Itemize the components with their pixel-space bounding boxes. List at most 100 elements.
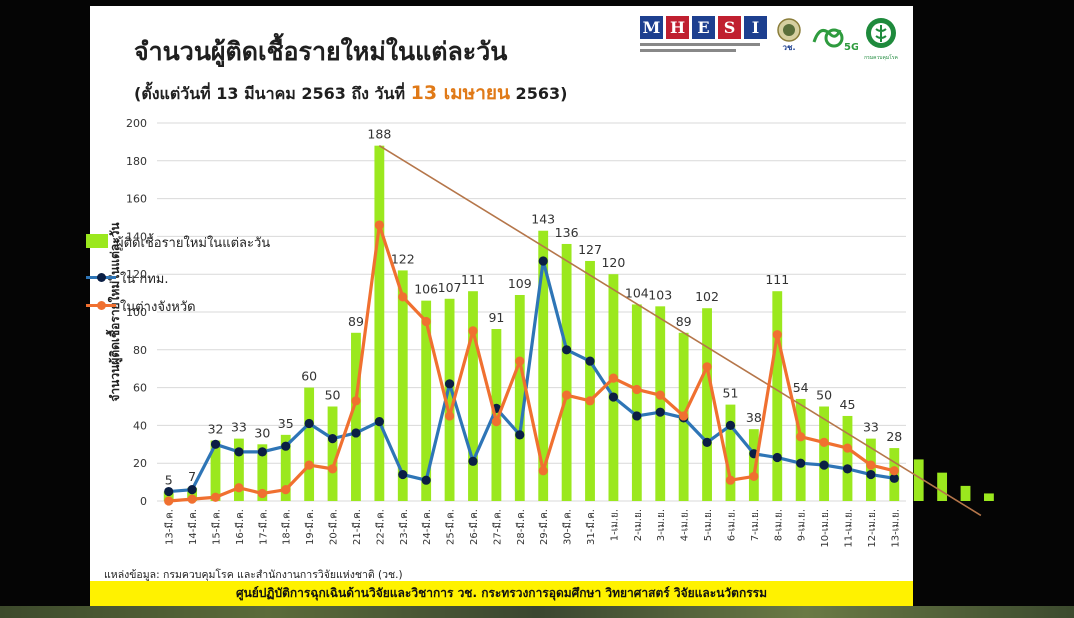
y-tick-label: 0 [140, 495, 147, 508]
moph-logo-icon: กรมควบคุมโรค [864, 18, 898, 61]
point-bangkok [889, 473, 899, 483]
point-provinces [608, 373, 619, 383]
bar [187, 487, 198, 501]
bar-value-label: 32 [208, 422, 224, 437]
nrct-seal-icon: วช. [777, 18, 801, 52]
bar [561, 243, 572, 501]
point-bangkok [796, 458, 806, 468]
mhesi-letter: E [692, 16, 715, 39]
point-bangkok [444, 379, 455, 389]
bar [491, 329, 502, 501]
bar-value-label: 104 [625, 285, 649, 300]
bar-value-label: 122 [391, 251, 415, 266]
bar [374, 145, 385, 501]
bar-value-label: 109 [508, 276, 532, 291]
point-bangkok [374, 417, 384, 427]
point-provinces [538, 466, 548, 476]
bar-value-label: 102 [695, 289, 719, 304]
bar [748, 429, 759, 501]
point-provinces [889, 466, 899, 476]
x-tick-label: 17-มี.ค. [257, 509, 269, 545]
point-bangkok [772, 452, 782, 463]
bar [772, 291, 783, 501]
mhesi-letter: S [718, 16, 741, 39]
mhesi-letter: I [744, 16, 767, 39]
x-tick-label: 8-เม.ย. [773, 509, 784, 541]
x-tick-label: 10-เม.ย. [820, 509, 831, 548]
bar-value-label: 111 [461, 272, 485, 287]
bar-value-label: 106 [414, 282, 438, 297]
bar-value-label: 7 [188, 469, 196, 484]
point-provinces [187, 494, 197, 504]
x-tick-label: 21-มี.ค. [351, 509, 363, 545]
point-bangkok [562, 345, 572, 355]
point-provinces [491, 417, 501, 427]
subtitle-prefix: (ตั้งแต่วันที่ 13 มีนาคม 2563 ถึง วันที่ [134, 84, 411, 103]
point-bangkok [585, 356, 595, 366]
x-tick-label: 23-มี.ค. [398, 509, 410, 545]
point-provinces [304, 460, 314, 470]
y-tick-label: 120 [126, 268, 147, 281]
point-provinces [772, 330, 782, 340]
bar [842, 415, 853, 501]
bar [819, 406, 829, 501]
bar [865, 438, 876, 501]
y-axis-ticks: 0 20 40 60 80 100 120 140 160 180 200 [126, 117, 147, 508]
chart-grid [157, 122, 906, 502]
legend-swatch-bar [86, 234, 108, 248]
background-strip [0, 606, 1074, 618]
point-bangkok [819, 460, 829, 470]
x-tick-label: 28-มี.ค. [515, 509, 527, 545]
bar [327, 406, 338, 501]
x-tick-label: 19-มี.ค. [304, 509, 316, 545]
point-provinces [164, 496, 174, 506]
x-tick-label: 4-เม.ย. [680, 509, 691, 541]
slide: จำนวนผู้ติดเชื้อรายใหม่ในแต่ละวัน (ตั้งแ… [90, 6, 913, 606]
point-bangkok [632, 411, 642, 421]
bar-value-label: 54 [793, 380, 809, 395]
point-provinces [515, 356, 525, 366]
x-tick-label: 5-เม.ย. [703, 509, 714, 541]
bar-value-label: 120 [601, 255, 625, 270]
mhesi-letter: H [666, 16, 689, 39]
chart-subtitle: (ตั้งแต่วันที่ 13 มีนาคม 2563 ถึง วันที่… [134, 78, 567, 108]
point-bangkok [725, 420, 736, 430]
point-provinces [468, 326, 478, 336]
x-tick-label: 18-มี.ค. [281, 509, 293, 545]
y-tick-label: 200 [126, 117, 147, 130]
mhesi-caption [640, 43, 760, 53]
point-provinces [796, 432, 806, 442]
bar [257, 444, 268, 501]
x-tick-label: 16-มี.ค. [234, 509, 246, 545]
point-bangkok [702, 437, 712, 448]
bar-value-label: 38 [746, 410, 762, 425]
bar [444, 298, 455, 501]
point-provinces [234, 483, 244, 493]
point-provinces [702, 362, 712, 372]
x-tick-label: 13-มี.ค. [164, 509, 176, 545]
bar [608, 274, 619, 501]
point-bangkok [210, 439, 221, 449]
legend-swatch-provinces-dot [97, 301, 106, 310]
point-provinces [257, 488, 267, 499]
point-provinces [444, 411, 455, 421]
point-bangkok [655, 407, 665, 417]
bar-series [163, 145, 994, 502]
point-provinces [679, 411, 689, 421]
x-tick-label: 15-มี.ค. [211, 509, 223, 545]
bar [725, 404, 736, 501]
bar-value-label: 89 [676, 314, 692, 329]
bar-value-label: 60 [301, 369, 317, 384]
point-bangkok [866, 469, 876, 480]
bar-value-label: 35 [278, 416, 294, 431]
trend-line [378, 144, 982, 517]
bar-value-label: 28 [886, 429, 902, 444]
y-tick-label: 160 [126, 193, 147, 206]
footer-bar: ศูนย์ปฏิบัติการฉุกเฉินด้านวิจัยและวิชากา… [90, 581, 913, 606]
line-series [164, 220, 899, 506]
x-tick-label: 13-เม.ย. [890, 509, 901, 548]
bar-value-label: 91 [488, 310, 504, 325]
